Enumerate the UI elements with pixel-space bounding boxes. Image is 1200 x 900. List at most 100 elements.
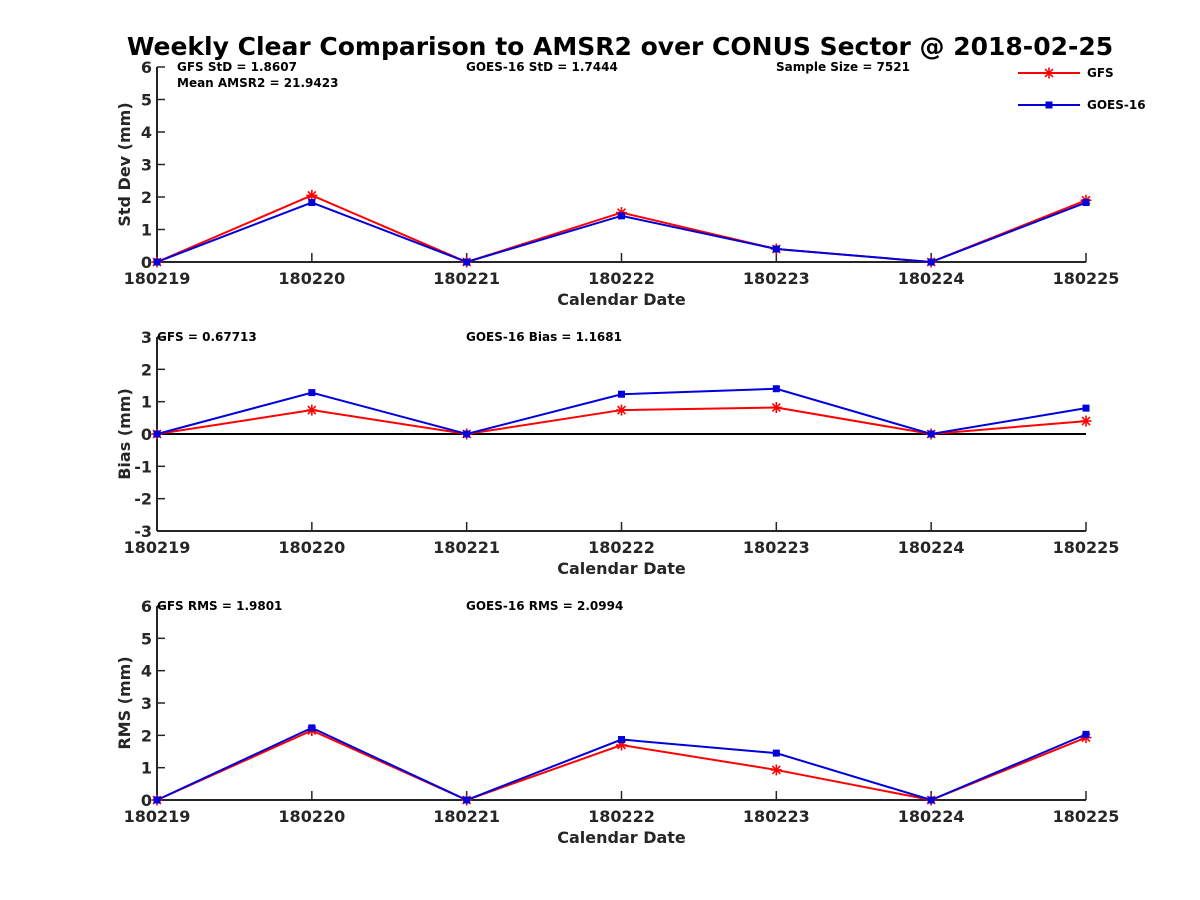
x-tick-label: 180220 (278, 807, 345, 826)
stat-annotation: GOES-16 RMS = 2.0994 (466, 599, 623, 613)
panels: 0 1 2 3 4 5 6 180219 180220 180221 180222 180223 180… (115, 58, 1119, 847)
y-tick-label: 3 (141, 156, 152, 175)
x-tick-label: 180221 (433, 538, 500, 557)
y-tick-label: 4 (141, 123, 152, 142)
panel-bias: -3 -2 -1 0 1 2 3 180219 180220 180221 180222 180223… (115, 328, 1119, 578)
x-tick-label: 180220 (278, 538, 345, 557)
data-point-goes-16 (618, 212, 625, 220)
data-point-goes-16 (1082, 730, 1090, 738)
y-tick-label: 1 (141, 221, 152, 240)
x-tick-label: 180222 (588, 538, 655, 557)
series-line-gfs (156, 194, 1087, 264)
stat-annotation: GOES-16 StD = 1.7444 (466, 60, 618, 74)
data-point-goes-16 (463, 258, 471, 266)
panel-stddev: 0 1 2 3 4 5 6 180219 180220 180221 180222 180223 180… (115, 58, 1119, 309)
data-point-gfs (616, 404, 627, 416)
x-tick-label: 180225 (1053, 269, 1120, 288)
data-point-goes-16 (463, 430, 471, 438)
data-point-goes-16 (927, 430, 935, 438)
y-tick-label: 5 (141, 629, 152, 648)
y-tick-label: -2 (134, 490, 152, 509)
x-tick-label: 180225 (1053, 538, 1120, 557)
data-point-goes-16 (153, 430, 161, 438)
y-tick-label: 2 (141, 360, 152, 379)
legend: GFS GOES-16 (1018, 66, 1146, 112)
legend-label: GFS (1087, 66, 1114, 80)
data-point-goes-16 (153, 796, 161, 804)
x-tick-label: 180225 (1053, 807, 1120, 826)
x-axis-label: Calendar Date (557, 290, 686, 309)
y-axis-label: Bias (mm) (115, 388, 134, 480)
legend-marker (1043, 67, 1055, 79)
y-tick-label: 2 (141, 726, 152, 745)
x-tick-label: 180224 (898, 807, 965, 826)
data-point-goes-16 (1082, 404, 1090, 412)
y-tick-label: 1 (141, 759, 152, 778)
x-tick-label: 180224 (898, 538, 965, 557)
series-goes-16 (153, 385, 1090, 438)
data-point-gfs (306, 404, 318, 416)
x-tick-label: 180223 (743, 538, 810, 557)
y-tick-label: 2 (141, 188, 152, 207)
x-tick-label: 180219 (124, 269, 191, 288)
data-point-goes-16 (927, 796, 935, 804)
data-point-goes-16 (308, 199, 316, 207)
data-point-gfs (770, 401, 782, 413)
y-tick-label: 0 (141, 791, 152, 810)
y-tick-label: 6 (141, 58, 152, 77)
data-point-goes-16 (308, 389, 316, 397)
chart-title: Weekly Clear Comparison to AMSR2 over CO… (127, 32, 1113, 61)
x-tick-label: 180222 (588, 269, 655, 288)
stat-annotation: GOES-16 Bias = 1.1681 (466, 330, 622, 344)
y-tick-label: 0 (141, 425, 152, 444)
x-tick-label: 180222 (588, 807, 655, 826)
legend-label: GOES-16 (1087, 98, 1146, 112)
x-tick-label: 180220 (278, 269, 345, 288)
y-tick-label: 6 (141, 597, 152, 616)
panel-rms: 0 1 2 3 4 5 6 180219 180220 180221 180222 180223 180… (115, 597, 1119, 847)
y-tick-label: -1 (134, 457, 152, 476)
data-point-goes-16 (618, 390, 625, 398)
legend-entry-gfs: GFS (1018, 66, 1114, 80)
y-axis-label: Std Dev (mm) (115, 102, 134, 226)
data-point-goes-16 (772, 245, 780, 253)
x-axis-label: Calendar Date (557, 828, 686, 847)
data-point-goes-16 (308, 724, 316, 732)
stat-annotation: Sample Size = 7521 (776, 60, 910, 74)
stat-annotation: Mean AMSR2 = 21.9423 (177, 76, 338, 90)
y-tick-label: 5 (141, 91, 152, 110)
y-tick-label: 1 (141, 393, 152, 412)
y-tick-label: -3 (134, 522, 152, 541)
x-tick-label: 180223 (743, 269, 810, 288)
stat-annotation: GFS StD = 1.8607 (177, 60, 297, 74)
data-point-goes-16 (1082, 199, 1090, 207)
data-point-goes-16 (927, 258, 935, 266)
x-tick-label: 180221 (433, 269, 500, 288)
stat-annotation: GFS = 0.67713 (157, 330, 257, 344)
series-goes-16 (153, 199, 1090, 266)
data-point-goes-16 (463, 796, 471, 804)
data-point-gfs (1080, 415, 1092, 427)
data-point-goes-16 (153, 258, 161, 266)
y-tick-label: 3 (141, 694, 152, 713)
x-tick-label: 180224 (898, 269, 965, 288)
data-point-goes-16 (772, 749, 780, 757)
x-axis-label: Calendar Date (557, 559, 686, 578)
y-axis-label: RMS (mm) (115, 656, 134, 749)
y-tick-label: 0 (141, 253, 152, 272)
x-tick-label: 180223 (743, 807, 810, 826)
x-tick-label: 180221 (433, 807, 500, 826)
y-tick-label: 4 (141, 662, 152, 681)
x-tick-label: 180219 (124, 538, 191, 557)
x-tick-label: 180219 (124, 807, 191, 826)
legend-entry-goes-16: GOES-16 (1018, 98, 1146, 112)
y-tick-label: 3 (141, 328, 152, 347)
stat-annotation: GFS RMS = 1.9801 (157, 599, 282, 613)
data-point-goes-16 (772, 385, 780, 393)
data-point-gfs (770, 764, 782, 776)
data-point-goes-16 (618, 736, 625, 744)
legend-marker (1045, 101, 1053, 109)
series-goes-16 (153, 724, 1090, 804)
